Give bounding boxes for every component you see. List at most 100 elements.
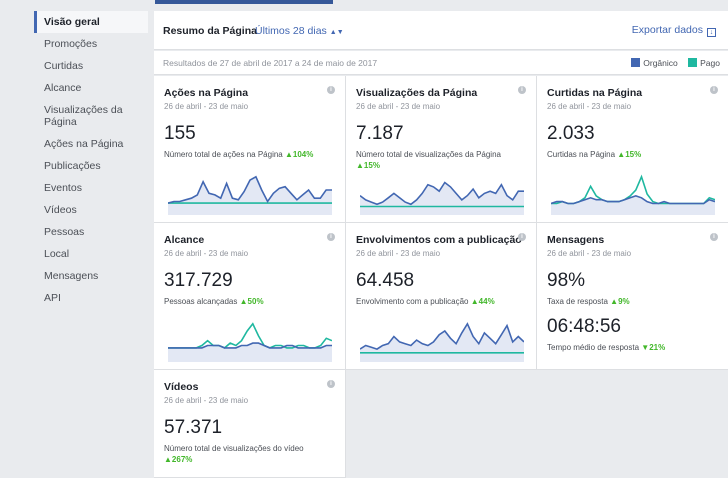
card-value: 57.371 xyxy=(164,417,223,438)
sparkline-alcance xyxy=(168,322,332,362)
legend-organic-label: Orgânico xyxy=(643,58,678,68)
info-icon[interactable]: i xyxy=(710,86,718,94)
organic-area xyxy=(168,343,332,362)
response-time-value: 06:48:56 xyxy=(547,316,621,337)
change-value: 15% xyxy=(363,161,380,170)
organic-line xyxy=(168,175,332,204)
card-title: Ações na Página xyxy=(164,87,249,99)
change-up-icon: ▲ xyxy=(356,161,364,170)
sparkline-acoes xyxy=(168,175,332,215)
metric-label: Número total de ações na Página xyxy=(164,150,283,159)
card-title: Envolvimentos com a publicação xyxy=(356,234,522,246)
sidebar-item-api[interactable]: API xyxy=(44,292,61,304)
change-value: 267% xyxy=(171,455,193,464)
card-title: Mensagens xyxy=(547,234,605,246)
organic-area xyxy=(551,195,715,215)
card-value: 2.033 xyxy=(547,123,595,144)
export-label: Exportar dados xyxy=(631,24,703,36)
response-time-metric: Tempo médio de resposta ▼21% xyxy=(547,342,665,353)
change-up-icon: ▲ xyxy=(610,297,619,306)
sidebar-item-publicacoes[interactable]: Publicações xyxy=(44,160,101,172)
card-title: Curtidas na Página xyxy=(547,87,643,99)
change-up-icon: ▲ xyxy=(284,150,293,159)
change-value: 9% xyxy=(618,297,630,306)
change-up-icon: ▲ xyxy=(164,455,172,464)
page-summary-header: Resumo da Página Últimos 28 dias ▲▼ Expor… xyxy=(154,11,728,50)
organic-area xyxy=(168,176,332,215)
card-visualizacoes-da-pagina[interactable]: Visualizações da Página 26 de abril - 23… xyxy=(346,76,537,223)
chart-legend: Orgânico Pago xyxy=(623,58,720,68)
organic-area xyxy=(360,323,524,362)
export-data-link[interactable]: Exportar dados ↓ xyxy=(632,24,716,37)
organic-line xyxy=(168,342,332,349)
metric-label: Envolvimento com a publicação xyxy=(356,297,469,306)
card-acoes-na-pagina[interactable]: Ações na Página 26 de abril - 23 de maio… xyxy=(154,76,346,223)
card-dates: 26 de abril - 23 de maio xyxy=(356,102,441,111)
metric-label: Número total de visualizações do vídeo xyxy=(164,444,304,453)
card-metric: Pessoas alcançadas ▲50% xyxy=(164,296,264,307)
card-title: Alcance xyxy=(164,234,205,246)
card-metric: Número total de ações na Página ▲104% xyxy=(164,149,313,160)
info-icon[interactable]: i xyxy=(710,233,718,241)
organic-line xyxy=(551,195,715,205)
sidebar-item-eventos[interactable]: Eventos xyxy=(44,182,82,194)
card-dates: 26 de abril - 23 de maio xyxy=(547,249,632,258)
metric-label: Curtidas na Página xyxy=(547,150,616,159)
card-metric: Curtidas na Página ▲15% xyxy=(547,149,641,160)
sidebar-item-local[interactable]: Local xyxy=(44,248,70,260)
card-alcance[interactable]: Alcance 26 de abril - 23 de maio i 317.7… xyxy=(154,223,346,370)
card-metric: Número total de visualizações da Página ▲… xyxy=(356,149,526,171)
metric-label: Pessoas alcançadas xyxy=(164,297,238,306)
sidebar-item-videos[interactable]: Vídeos xyxy=(44,204,77,216)
change-value: 50% xyxy=(247,297,264,306)
legend-organic-swatch xyxy=(631,58,641,67)
card-metric: Número total de visualizações do vídeo ▲2… xyxy=(164,443,334,465)
info-icon[interactable]: i xyxy=(518,233,526,241)
change-down-icon: ▼ xyxy=(641,343,650,352)
change-up-icon: ▲ xyxy=(239,297,248,306)
metric-label: Tempo médio de resposta xyxy=(547,343,640,352)
change-up-icon: ▲ xyxy=(617,150,626,159)
organic-line xyxy=(360,181,524,206)
info-icon[interactable]: i xyxy=(327,86,335,94)
info-icon[interactable]: i xyxy=(327,380,335,388)
sidebar-item-curtidas[interactable]: Curtidas xyxy=(44,60,84,72)
change-value: 104% xyxy=(292,150,314,159)
info-icon[interactable]: i xyxy=(327,233,335,241)
sparkline-visualizacoes xyxy=(360,181,524,215)
card-dates: 26 de abril - 23 de maio xyxy=(164,249,249,258)
card-mensagens[interactable]: Mensagens 26 de abril - 23 de maio i 98%… xyxy=(537,223,728,370)
overview-panel: Resumo da Página Últimos 28 dias ▲▼ Expor… xyxy=(154,11,728,478)
legend-paid-label: Pago xyxy=(700,58,720,68)
card-value: 7.187 xyxy=(356,123,404,144)
sidebar-item-promocoes[interactable]: Promoções xyxy=(44,38,98,50)
change-value: 15% xyxy=(625,150,642,159)
card-title: Vídeos xyxy=(164,381,199,393)
card-curtidas-na-pagina[interactable]: Curtidas na Página 26 de abril - 23 de m… xyxy=(537,76,728,223)
card-videos[interactable]: Vídeos 26 de abril - 23 de maio i 57.371… xyxy=(154,370,346,478)
sidebar-item-visualizacoes[interactable]: Visualizações da Página xyxy=(44,104,123,128)
period-selector[interactable]: Últimos 28 dias ▲▼ xyxy=(255,25,344,37)
legend-paid-swatch xyxy=(688,58,698,67)
period-label: Últimos 28 dias xyxy=(255,25,327,37)
page-title: Resumo da Página xyxy=(163,25,257,37)
metric-label: Taxa de resposta xyxy=(547,297,608,306)
card-dates: 26 de abril - 23 de maio xyxy=(164,102,249,111)
card-value: 317.729 xyxy=(164,270,233,291)
updown-caret-icon: ▲▼ xyxy=(329,29,344,36)
sidebar-item-visao-geral[interactable]: Visão geral xyxy=(34,11,148,33)
card-envolvimentos[interactable]: Envolvimentos com a publicação 26 de abr… xyxy=(346,223,537,370)
sparkline-envolvimentos xyxy=(360,322,524,362)
card-dates: 26 de abril - 23 de maio xyxy=(547,102,632,111)
sparkline-curtidas xyxy=(551,174,715,215)
info-icon[interactable]: i xyxy=(518,86,526,94)
results-range-bar: Resultados de 27 de abril de 2017 a 24 d… xyxy=(154,51,728,75)
change-value: 44% xyxy=(478,297,495,306)
sidebar-item-acoes[interactable]: Ações na Página xyxy=(44,138,124,150)
top-bar-highlight xyxy=(155,0,333,4)
change-value: 21% xyxy=(649,343,666,352)
sidebar-item-alcance[interactable]: Alcance xyxy=(44,82,82,94)
change-up-icon: ▲ xyxy=(470,297,479,306)
sidebar-item-pessoas[interactable]: Pessoas xyxy=(44,226,85,238)
sidebar-item-mensagens[interactable]: Mensagens xyxy=(44,270,99,282)
